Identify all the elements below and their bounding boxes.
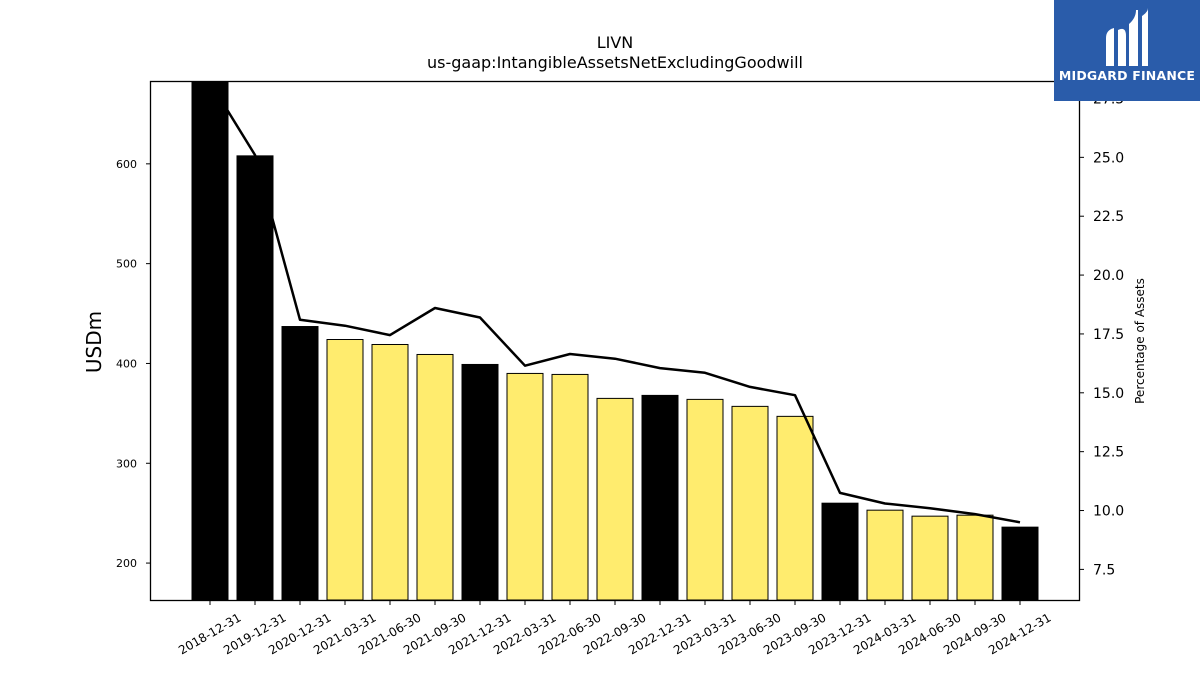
percentage-line (208, 81, 1021, 524)
left-tick-label: 300 (116, 457, 137, 470)
left-tick-label: 200 (116, 557, 137, 570)
bar-2024-09-30 (956, 514, 994, 601)
bar-2024-12-31 (1001, 526, 1039, 601)
bar-2018-12-31 (191, 81, 229, 601)
bar-2023-03-31 (686, 398, 724, 601)
left-axis: 200 300 400 500 600 (116, 158, 151, 570)
bar-2023-09-30 (776, 415, 814, 601)
bar-2022-12-31 (641, 394, 679, 601)
chart-subtitle: us-gaap:IntangibleAssetsNetExcludingGood… (427, 53, 803, 72)
bar-2021-06-30 (371, 343, 409, 601)
bar-2022-09-30 (596, 397, 634, 601)
right-tick-label: 25.0 (1093, 150, 1124, 166)
right-axis: 7.510.012.515.017.520.022.525.027.5 (1079, 91, 1124, 578)
left-axis-label: USDm (82, 311, 106, 373)
bar-2021-12-31 (461, 363, 499, 601)
bar-series (191, 81, 1039, 601)
bar-2019-12-31 (236, 155, 274, 601)
bar-2020-12-31 (281, 326, 319, 601)
logo-mark-icon (1106, 8, 1148, 66)
left-tick-label: 500 (116, 258, 137, 271)
left-tick-label: 600 (116, 158, 137, 171)
bar-2022-06-30 (551, 373, 589, 601)
right-tick-label: 20.0 (1093, 268, 1124, 284)
x-axis: 2018-12-312019-12-312020-12-312021-03-31… (176, 600, 1054, 657)
bar-2022-03-31 (506, 372, 544, 601)
right-tick-label: 7.5 (1093, 562, 1115, 578)
logo-text: MIDGARD FINANCE (1058, 68, 1196, 83)
bar-2023-12-31 (821, 502, 859, 601)
bar-2021-09-30 (416, 353, 454, 601)
right-axis-label: Percentage of Assets (1133, 278, 1147, 404)
bar-2023-06-30 (731, 405, 769, 601)
right-tick-label: 17.5 (1093, 327, 1124, 343)
bar-2024-03-31 (866, 509, 904, 601)
left-tick-label: 400 (116, 357, 137, 370)
right-tick-label: 22.5 (1093, 209, 1124, 225)
bar-2021-03-31 (326, 339, 364, 601)
right-tick-label: 15.0 (1093, 386, 1124, 402)
bar-2024-06-30 (911, 515, 949, 601)
brand-logo: MIDGARD FINANCE (1054, 0, 1200, 101)
right-tick-label: 12.5 (1093, 445, 1124, 461)
chart-title: LIVN (597, 33, 634, 52)
right-tick-label: 10.0 (1093, 504, 1124, 520)
